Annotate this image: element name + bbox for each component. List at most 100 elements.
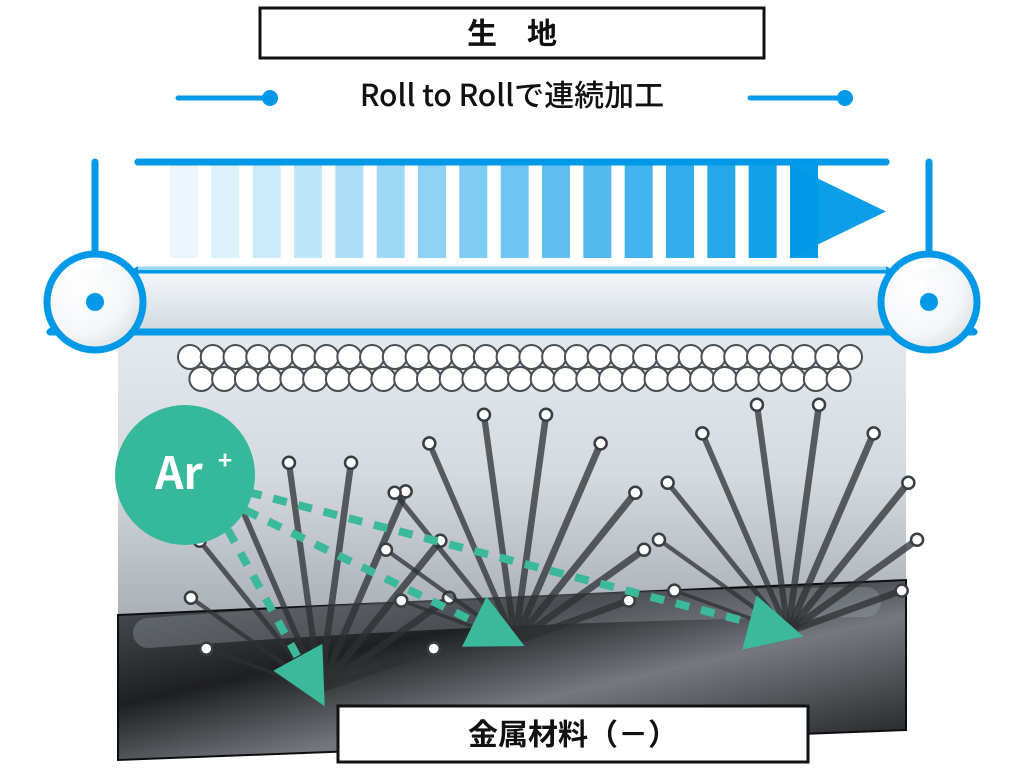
spray-particle <box>696 427 708 439</box>
spray-particle <box>638 544 650 556</box>
deposited-particle <box>758 367 782 391</box>
deposited-particle <box>497 345 521 369</box>
deposited-particle <box>224 345 248 369</box>
subtitle-dot-left <box>262 90 278 106</box>
deposited-particle <box>349 367 373 391</box>
spray-particle <box>662 477 674 489</box>
deposited-particle <box>542 345 566 369</box>
deposited-particle <box>394 367 418 391</box>
motion-bar <box>666 165 694 258</box>
spray-particle <box>595 437 607 449</box>
motion-bar <box>294 165 322 258</box>
top-label-text: 生 地 <box>467 9 557 53</box>
deposited-particle <box>315 345 339 369</box>
spray-particle <box>868 427 880 439</box>
spray-particle <box>653 534 665 546</box>
deposited-particle <box>440 367 464 391</box>
deposited-particle <box>428 345 452 369</box>
motion-bar <box>583 165 611 258</box>
deposited-particle <box>701 345 725 369</box>
deposited-particle <box>201 345 225 369</box>
deposited-particle <box>258 367 282 391</box>
deposited-particle <box>565 345 589 369</box>
deposited-particle <box>690 367 714 391</box>
motion-bar <box>418 165 446 258</box>
deposited-particle <box>280 367 304 391</box>
deposited-particle <box>554 367 578 391</box>
deposited-particle <box>645 367 669 391</box>
deposited-particle <box>235 367 259 391</box>
deposited-particle <box>337 345 361 369</box>
deposited-particle <box>417 367 441 391</box>
deposited-particle <box>485 367 509 391</box>
deposited-particle <box>383 345 407 369</box>
spray-particle <box>911 534 923 546</box>
deposited-particle <box>212 367 236 391</box>
motion-bar <box>501 165 529 258</box>
deposited-particle <box>792 345 816 369</box>
deposited-particle <box>576 367 600 391</box>
deposited-particle <box>747 345 771 369</box>
motion-bar <box>170 165 198 258</box>
spray-particle <box>283 457 295 469</box>
deposited-particle <box>804 367 828 391</box>
roll-axle <box>86 293 104 311</box>
deposited-particle <box>474 345 498 369</box>
deposited-particle <box>303 367 327 391</box>
deposited-particle <box>178 345 202 369</box>
deposited-particle <box>770 345 794 369</box>
spray-particle <box>902 477 914 489</box>
ion-label-super: + <box>218 441 232 476</box>
deposited-particle <box>633 345 657 369</box>
deposited-particle <box>724 345 748 369</box>
spray-particle <box>540 409 552 421</box>
deposited-particle <box>667 367 691 391</box>
spray-particle <box>751 399 763 411</box>
deposited-particle <box>269 345 293 369</box>
spray-particle <box>395 595 407 607</box>
deposited-particle <box>246 345 270 369</box>
motion-bar <box>253 165 281 258</box>
deposited-particle <box>838 345 862 369</box>
spray-particle <box>428 643 440 655</box>
subtitle-dot-right <box>837 90 853 106</box>
motion-bar <box>707 165 735 258</box>
spray-particle <box>345 457 357 469</box>
deposited-particle <box>371 367 395 391</box>
deposited-particle <box>736 367 760 391</box>
deposited-particle <box>599 367 623 391</box>
deposited-particle <box>406 345 430 369</box>
spray-particle <box>478 409 490 421</box>
deposited-particle <box>622 367 646 391</box>
deposited-particle <box>781 367 805 391</box>
roll-axle <box>920 293 938 311</box>
motion-bar <box>625 165 653 258</box>
deposited-particle <box>292 345 316 369</box>
motion-bar <box>749 165 777 258</box>
motion-bar <box>211 165 239 258</box>
deposited-particle <box>326 367 350 391</box>
deposited-particle <box>508 367 532 391</box>
deposited-particle <box>462 367 486 391</box>
ion-label: Ar <box>154 438 203 502</box>
deposited-particle <box>656 345 680 369</box>
deposited-particle <box>815 345 839 369</box>
motion-bar <box>459 165 487 258</box>
spray-particle <box>389 487 401 499</box>
subtitle-text: Roll to Rollで連続加工 <box>360 71 664 115</box>
spray-particle <box>813 399 825 411</box>
spray-particle <box>423 437 435 449</box>
spray-particle <box>200 643 212 655</box>
spray-particle <box>380 544 392 556</box>
deposited-particle <box>451 345 475 369</box>
deposited-particle <box>519 345 543 369</box>
deposited-particle <box>713 367 737 391</box>
spray-particle <box>623 595 635 607</box>
fabric-sheet <box>50 270 974 332</box>
deposited-particle <box>189 367 213 391</box>
spray-particle <box>896 585 908 597</box>
deposited-particle <box>827 367 851 391</box>
sputtering-diagram: Ar+生 地Roll to Rollで連続加工金属材料（－） <box>0 0 1024 768</box>
deposited-particle <box>679 345 703 369</box>
motion-bar <box>542 165 570 258</box>
